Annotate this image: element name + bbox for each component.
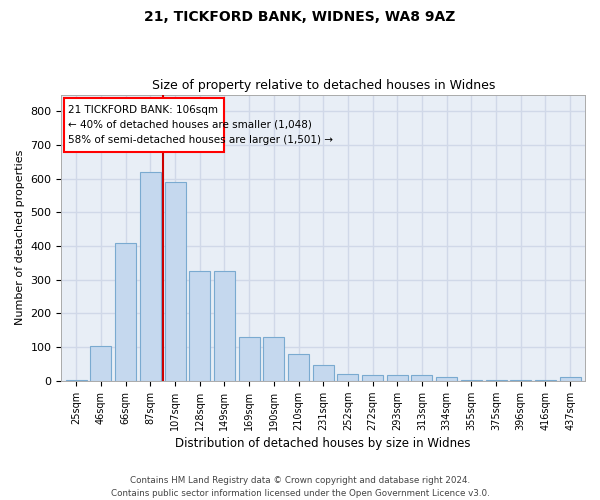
Bar [288, 354, 309, 381]
Bar [313, 365, 334, 381]
Bar [337, 374, 358, 381]
Bar [461, 380, 482, 381]
Bar [164, 182, 185, 381]
Bar [412, 376, 433, 381]
Bar [214, 272, 235, 381]
Bar [535, 380, 556, 381]
Bar [239, 337, 260, 381]
Bar [436, 378, 457, 381]
Bar [66, 380, 87, 381]
FancyBboxPatch shape [64, 98, 224, 152]
Bar [560, 378, 581, 381]
Bar [91, 346, 112, 381]
X-axis label: Distribution of detached houses by size in Widnes: Distribution of detached houses by size … [175, 437, 471, 450]
Bar [263, 337, 284, 381]
Bar [510, 380, 531, 381]
Bar [115, 242, 136, 381]
Y-axis label: Number of detached properties: Number of detached properties [15, 150, 25, 326]
Text: Contains HM Land Registry data © Crown copyright and database right 2024.
Contai: Contains HM Land Registry data © Crown c… [110, 476, 490, 498]
Bar [485, 380, 506, 381]
Bar [387, 375, 408, 381]
Bar [362, 375, 383, 381]
Text: 21 TICKFORD BANK: 106sqm
← 40% of detached houses are smaller (1,048)
58% of sem: 21 TICKFORD BANK: 106sqm ← 40% of detach… [68, 105, 332, 144]
Text: 21, TICKFORD BANK, WIDNES, WA8 9AZ: 21, TICKFORD BANK, WIDNES, WA8 9AZ [145, 10, 455, 24]
Title: Size of property relative to detached houses in Widnes: Size of property relative to detached ho… [152, 79, 495, 92]
Bar [189, 272, 210, 381]
Bar [140, 172, 161, 381]
